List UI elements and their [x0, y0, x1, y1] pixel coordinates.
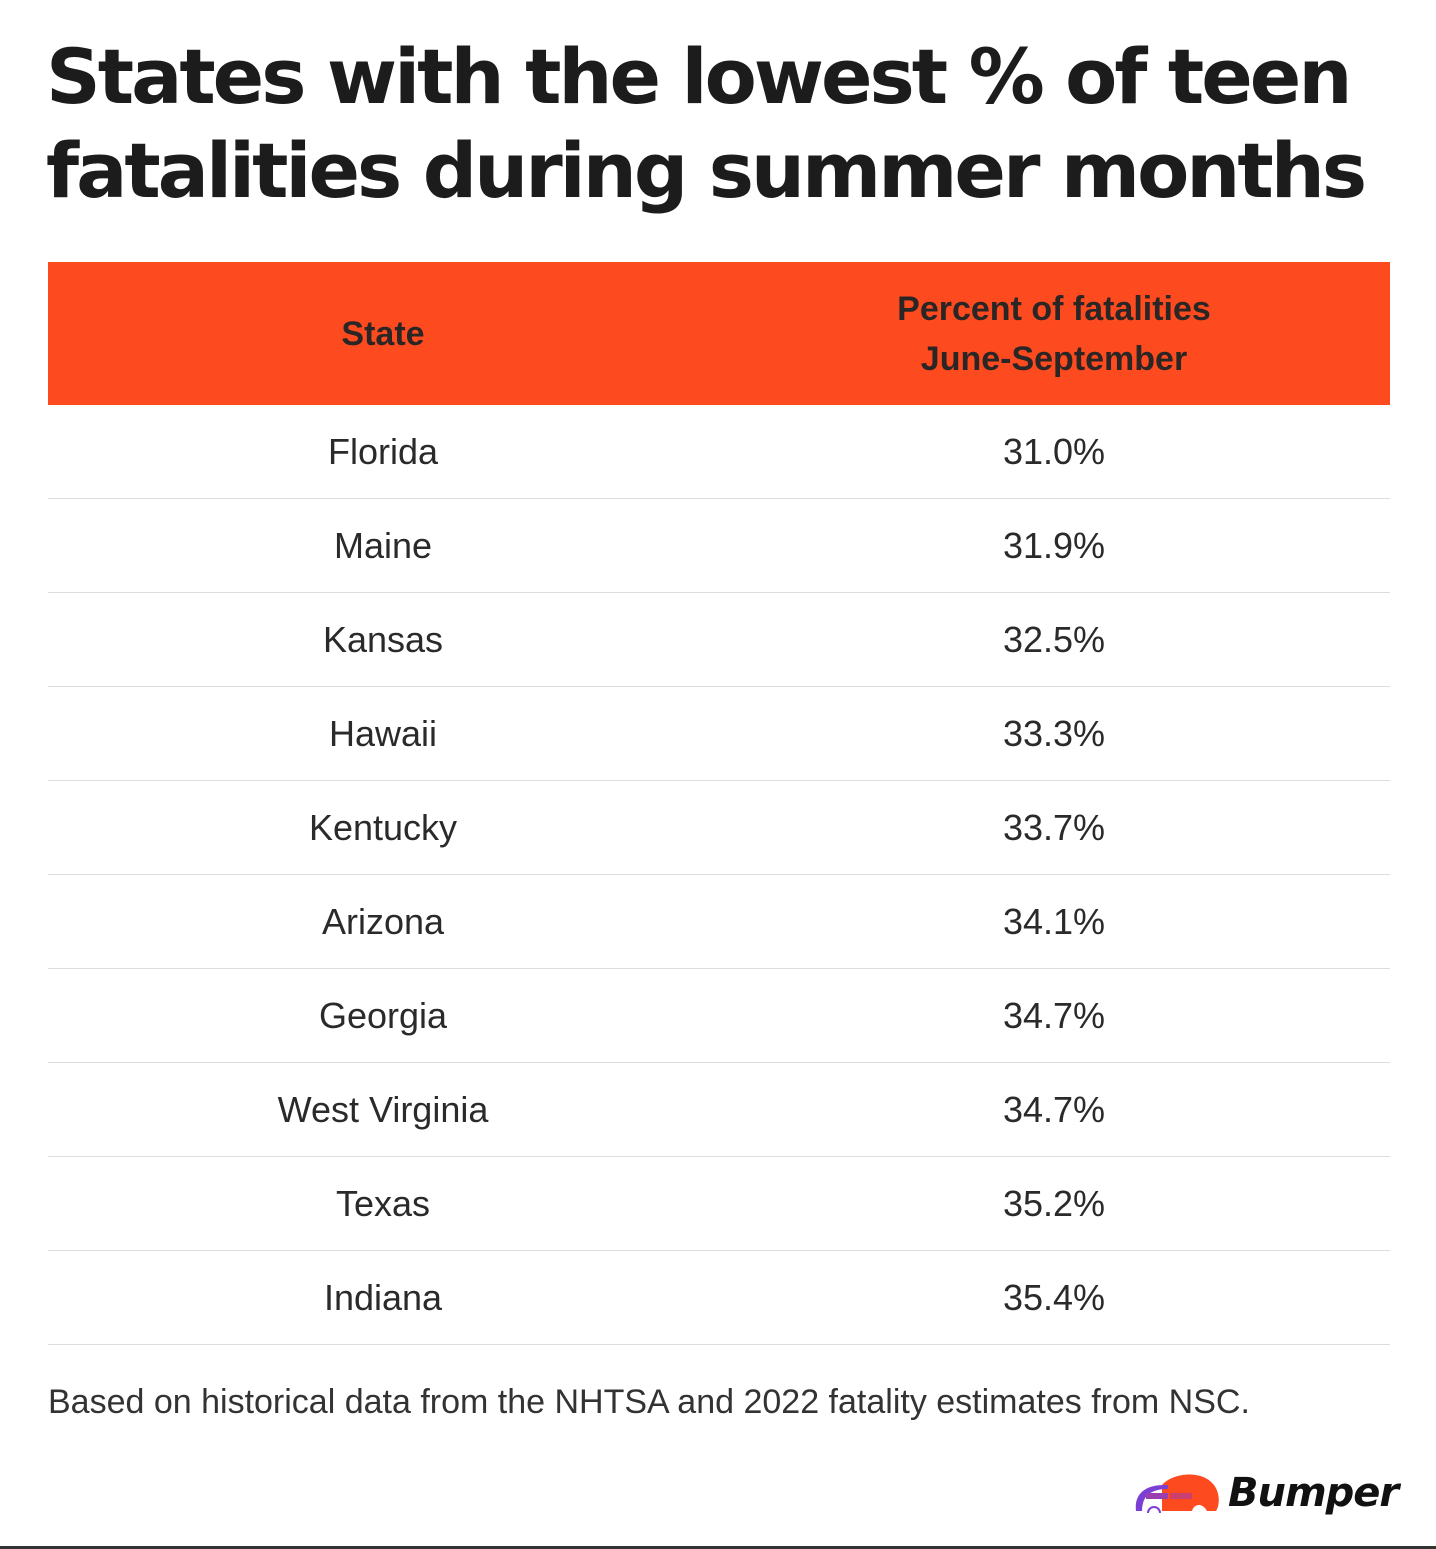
cell-state: Georgia [318, 994, 448, 1036]
footnote: Based on historical data from the NHTSA … [48, 1383, 1250, 1421]
cell-percent: 31.0% [1002, 430, 1106, 472]
table-row: Hawaii 33.3% [48, 687, 1390, 781]
brand-name: Bumper [1228, 1470, 1399, 1516]
header-percent: Percent of fatalities June-September [718, 284, 1390, 384]
cell-percent: 35.4% [1002, 1276, 1106, 1318]
table-row: West Virginia 34.7% [48, 1063, 1390, 1157]
table-row: Kansas 32.5% [48, 593, 1390, 687]
header-state: State [341, 314, 425, 353]
table-header: State Percent of fatalities June-Septemb… [48, 262, 1390, 405]
table-row: Florida 31.0% [48, 405, 1390, 499]
cell-percent: 32.5% [1002, 618, 1106, 660]
cell-state: Maine [333, 524, 433, 566]
cell-state: Florida [327, 430, 439, 472]
cell-state: Indiana [323, 1276, 443, 1318]
cell-state: Arizona [321, 900, 445, 942]
divider [0, 1546, 1436, 1549]
table-row: Arizona 34.1% [48, 875, 1390, 969]
cell-percent: 35.2% [1002, 1182, 1106, 1224]
cell-percent: 31.9% [1002, 524, 1106, 566]
header-percent-label: Percent of fatalities June-September [897, 289, 1211, 378]
cell-percent: 34.7% [1002, 1088, 1106, 1130]
cell-state: Hawaii [328, 712, 438, 754]
cell-percent: 33.3% [1002, 712, 1106, 754]
cell-percent: 33.7% [1002, 806, 1106, 848]
table-row: Kentucky 33.7% [48, 781, 1390, 875]
cell-percent: 34.1% [1002, 900, 1106, 942]
table-row: Georgia 34.7% [48, 969, 1390, 1063]
cell-percent: 34.7% [1002, 994, 1106, 1036]
bumper-logo: Bumper [1132, 1470, 1399, 1516]
page-title: States with the lowest % of teen fatalit… [46, 32, 1367, 215]
cell-state: Kansas [322, 618, 444, 660]
table-row: Maine 31.9% [48, 499, 1390, 593]
data-table: State Percent of fatalities June-Septemb… [48, 262, 1390, 1345]
cell-state: Texas [335, 1182, 431, 1224]
table-row: Indiana 35.4% [48, 1251, 1390, 1345]
cell-state: Kentucky [308, 806, 458, 848]
cell-state: West Virginia [277, 1088, 489, 1130]
table-row: Texas 35.2% [48, 1157, 1390, 1251]
car-icon [1135, 1474, 1219, 1514]
